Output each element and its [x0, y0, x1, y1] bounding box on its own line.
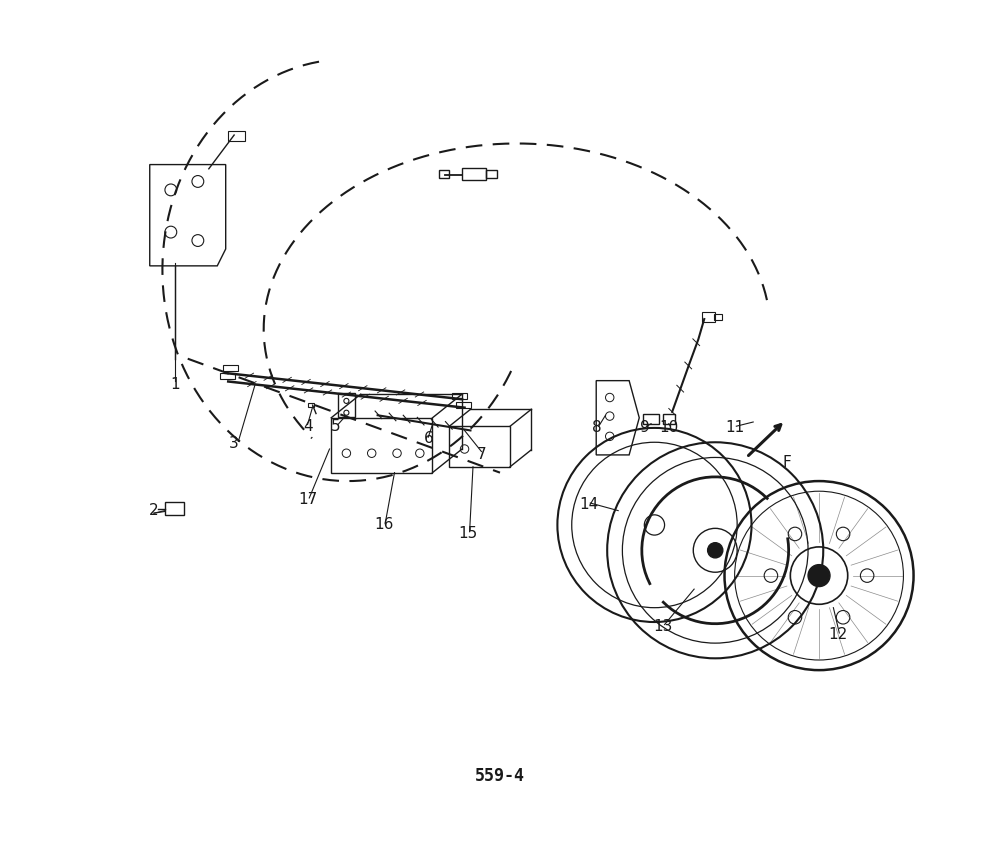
- Bar: [702, 312, 715, 322]
- Bar: [643, 414, 659, 424]
- Text: 11: 11: [725, 420, 744, 436]
- Text: 1: 1: [170, 376, 180, 392]
- Circle shape: [708, 543, 723, 558]
- Text: 8: 8: [592, 420, 602, 436]
- Text: 559-4: 559-4: [475, 767, 525, 786]
- Text: 9: 9: [640, 420, 650, 436]
- Bar: [456, 402, 471, 408]
- Bar: [452, 393, 467, 399]
- Bar: [223, 365, 238, 371]
- Bar: [714, 314, 722, 320]
- Bar: [462, 168, 486, 180]
- Bar: [228, 131, 245, 141]
- Text: 13: 13: [653, 619, 673, 634]
- Text: 2: 2: [149, 503, 159, 518]
- Text: 3: 3: [229, 436, 239, 451]
- Text: 7: 7: [477, 446, 486, 462]
- Text: 14: 14: [579, 497, 598, 512]
- Text: F: F: [783, 455, 791, 470]
- Bar: [486, 170, 497, 178]
- Bar: [439, 170, 449, 178]
- Bar: [308, 403, 314, 407]
- Text: 17: 17: [298, 492, 317, 507]
- Text: 10: 10: [659, 420, 678, 436]
- Text: 6: 6: [423, 431, 433, 446]
- Circle shape: [808, 565, 830, 587]
- Text: 4: 4: [303, 419, 312, 434]
- Text: 15: 15: [458, 526, 478, 541]
- Text: 5: 5: [331, 419, 340, 434]
- Bar: [338, 393, 355, 417]
- Bar: [165, 502, 184, 515]
- Bar: [663, 414, 675, 424]
- Text: 12: 12: [828, 627, 847, 642]
- Text: 16: 16: [374, 517, 393, 533]
- Bar: [220, 373, 235, 379]
